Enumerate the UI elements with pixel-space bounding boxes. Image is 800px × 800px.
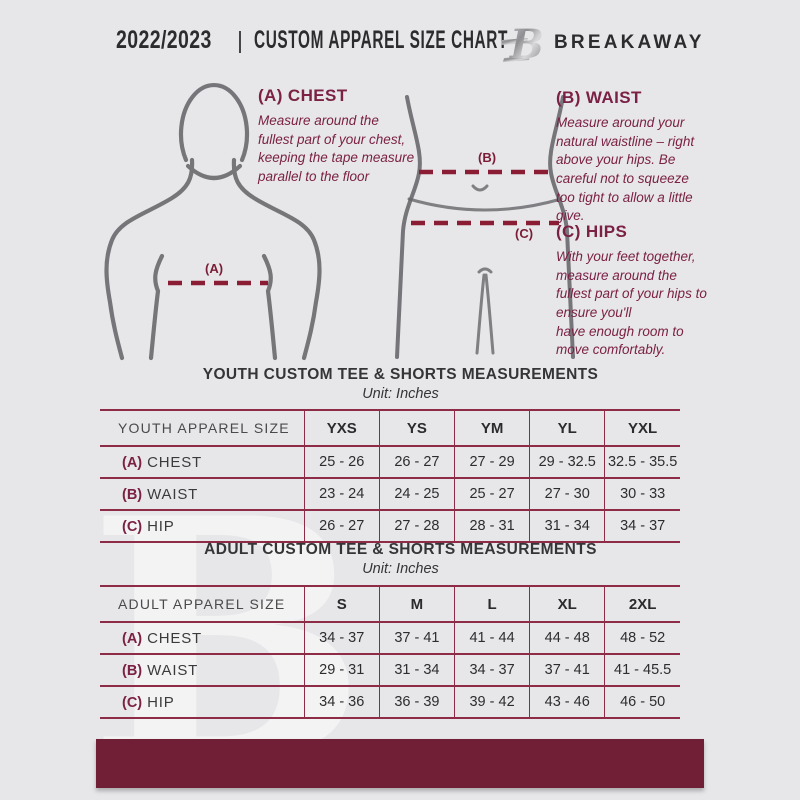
- size-header: YL: [529, 409, 605, 446]
- cell-value: 25 - 26: [303, 445, 380, 478]
- row-prefix: (A): [122, 630, 143, 647]
- youth-size-table: YOUTH APPAREL SIZE YXS YS YM YL YXL (A) C…: [100, 409, 680, 543]
- cell-value: 44 - 48: [529, 621, 605, 654]
- size-header: M: [378, 585, 455, 622]
- adult-section-title: ADULT CUSTOM TEE & SHORTS MEASUREMENTS: [204, 541, 597, 558]
- cell-value: 34 - 37: [303, 621, 380, 654]
- row-name: CHEST: [147, 629, 202, 647]
- row-prefix: (C): [122, 694, 143, 711]
- hips-instruction-heading: (C) HIPS: [556, 222, 628, 241]
- breakaway-logo-icon: B: [501, 21, 544, 66]
- cell-value: 26 - 27: [303, 509, 380, 542]
- chest-line-label: (A): [205, 261, 224, 276]
- cell-value: 25 - 27: [453, 477, 530, 510]
- adult-unit-label: Unit: Inches: [362, 561, 439, 577]
- waist-hips-figure: [395, 95, 575, 359]
- cell-value: 28 - 31: [453, 509, 530, 542]
- header-year: 2022/2023: [116, 26, 212, 54]
- size-header: YS: [378, 409, 455, 446]
- row-label: (A) CHEST: [100, 445, 305, 478]
- chest-figure: [104, 82, 322, 361]
- cell-value: 29 - 32.5: [529, 445, 605, 478]
- cell-value: 34 - 37: [453, 653, 530, 686]
- table-row: (B) WAIST 29 - 31 31 - 34 34 - 37 37 - 41…: [100, 653, 680, 686]
- table-row: (C) HIP 34 - 36 36 - 39 39 - 42 43 - 46 4…: [100, 685, 680, 718]
- size-header: L: [453, 585, 530, 622]
- waist-instruction-heading: (B) WAIST: [556, 88, 642, 107]
- cell-value: 23 - 24: [303, 477, 380, 510]
- header-divider: |: [237, 27, 243, 53]
- cell-value: 37 - 41: [378, 621, 455, 654]
- cell-value: 27 - 30: [529, 477, 605, 510]
- row-label: (B) WAIST: [100, 477, 305, 510]
- size-header: YXS: [303, 409, 380, 446]
- table-header-row: YOUTH APPAREL SIZE YXS YS YM YL YXL: [100, 409, 680, 446]
- brand-name: BREAKAWAY: [554, 32, 705, 53]
- row-label: (A) CHEST: [100, 621, 305, 654]
- row-label: (B) WAIST: [100, 653, 305, 686]
- row-name: HIP: [147, 693, 175, 711]
- cell-value: 27 - 28: [378, 509, 455, 542]
- chest-instruction-heading: (A) CHEST: [258, 86, 348, 105]
- cell-value: 36 - 39: [378, 685, 455, 718]
- hips-line-label: (C): [515, 226, 534, 241]
- row-prefix: (C): [122, 518, 143, 535]
- youth-section-title: YOUTH CUSTOM TEE & SHORTS MEASUREMENTS: [202, 366, 599, 383]
- row-label: (C) HIP: [100, 685, 305, 718]
- cell-value: 41 - 45.5: [604, 653, 680, 686]
- size-header: YXL: [604, 409, 680, 446]
- table-row: (B) WAIST 23 - 24 24 - 25 25 - 27 27 - 30…: [100, 477, 680, 510]
- cell-value: 31 - 34: [378, 653, 455, 686]
- hips-instruction-text: With your feet together, measure around …: [556, 249, 707, 358]
- row-prefix: (B): [122, 486, 143, 503]
- cell-value: 41 - 44: [453, 621, 530, 654]
- adult-size-table: ADULT APPAREL SIZE S M L XL 2XL (A) CHEST…: [100, 585, 680, 719]
- youth-unit-label: Unit: Inches: [362, 386, 439, 402]
- waist-line-label: (B): [478, 150, 497, 165]
- row-label: (C) HIP: [100, 509, 305, 542]
- row-name: WAIST: [147, 485, 199, 503]
- row-name: HIP: [147, 517, 175, 535]
- cell-value: 29 - 31: [303, 653, 380, 686]
- cell-value: 43 - 46: [529, 685, 605, 718]
- cell-value: 30 - 33: [604, 477, 680, 510]
- waist-instruction-text: Measure around your natural waistline – …: [556, 115, 695, 224]
- table-header-row: ADULT APPAREL SIZE S M L XL 2XL: [100, 585, 680, 622]
- cell-value: 37 - 41: [529, 653, 605, 686]
- row-name: WAIST: [147, 661, 199, 679]
- size-header: XL: [529, 585, 605, 622]
- cell-value: 34 - 36: [303, 685, 380, 718]
- table-row: (A) CHEST 34 - 37 37 - 41 41 - 44 44 - 48…: [100, 621, 680, 654]
- youth-size-column-header: YOUTH APPAREL SIZE: [100, 409, 305, 446]
- row-name: CHEST: [147, 453, 202, 471]
- cell-value: 46 - 50: [604, 685, 680, 718]
- footer-accent-bar: [96, 739, 704, 788]
- cell-value: 24 - 25: [378, 477, 455, 510]
- row-prefix: (B): [122, 662, 143, 679]
- size-header: S: [303, 585, 380, 622]
- cell-value: 34 - 37: [604, 509, 680, 542]
- cell-value: 26 - 27: [378, 445, 455, 478]
- adult-size-column-header: ADULT APPAREL SIZE: [100, 585, 305, 622]
- cell-value: 27 - 29: [453, 445, 530, 478]
- table-row: (C) HIP 26 - 27 27 - 28 28 - 31 31 - 34 3…: [100, 509, 680, 542]
- table-row: (A) CHEST 25 - 26 26 - 27 27 - 29 29 - 32…: [100, 445, 680, 478]
- size-header: 2XL: [604, 585, 680, 622]
- cell-value: 31 - 34: [529, 509, 605, 542]
- row-prefix: (A): [122, 454, 143, 471]
- chest-instruction-text: Measure around the fullest part of your …: [258, 113, 415, 184]
- cell-value: 32.5 - 35.5: [604, 445, 680, 478]
- cell-value: 39 - 42: [453, 685, 530, 718]
- svg-text:B: B: [509, 21, 544, 66]
- page-title: CUSTOM APPAREL SIZE CHART: [254, 26, 508, 54]
- size-header: YM: [453, 409, 530, 446]
- cell-value: 48 - 52: [604, 621, 680, 654]
